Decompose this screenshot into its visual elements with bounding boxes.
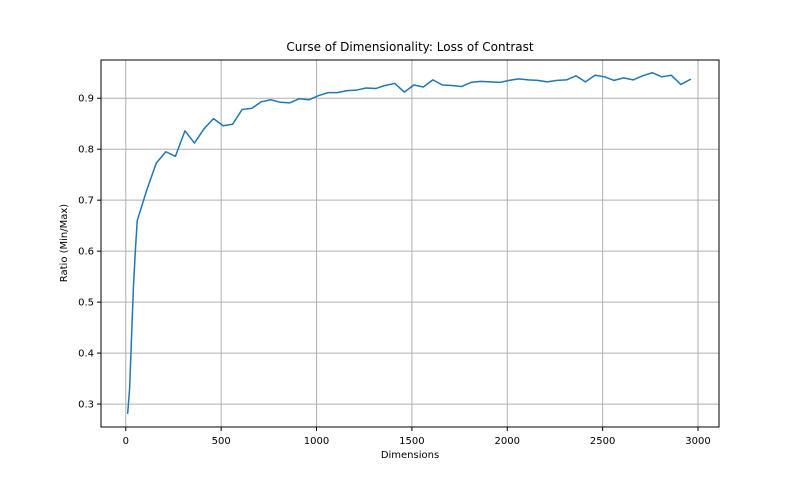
x-tick-label: 500 — [212, 436, 231, 447]
x-tick-label: 2500 — [590, 436, 615, 447]
x-tick-label: 1000 — [304, 436, 329, 447]
x-axis-label: Dimensions — [381, 450, 439, 461]
axes-layer — [100, 59, 720, 428]
y-axis-label: Ratio (Min/Max) — [59, 204, 70, 283]
x-tick-label: 3000 — [685, 436, 710, 447]
ticks-layer: 0 500 1000 1500 2000 2500 3000 0.3 0.4 0.5 0.6 0.7 0… — [78, 94, 711, 447]
y-tick-label: 0.6 — [78, 247, 94, 258]
y-tick-label: 0.8 — [78, 145, 94, 156]
y-tick-label: 0.3 — [78, 400, 94, 411]
grid-layer — [101, 60, 719, 427]
x-tick-label: 2000 — [495, 436, 520, 447]
y-tick-label: 0.9 — [78, 94, 94, 105]
chart-title: Curse of Dimensionality: Loss of Contras… — [286, 40, 533, 54]
x-tick-label: 0 — [123, 436, 129, 447]
x-tick-label: 1500 — [399, 436, 424, 447]
y-tick-label: 0.5 — [78, 298, 94, 309]
y-tick-label: 0.4 — [78, 349, 94, 360]
y-tick-label: 0.7 — [78, 196, 94, 207]
series-layer — [126, 71, 692, 414]
plot-frame — [100, 59, 720, 428]
data-series-line — [126, 71, 692, 414]
